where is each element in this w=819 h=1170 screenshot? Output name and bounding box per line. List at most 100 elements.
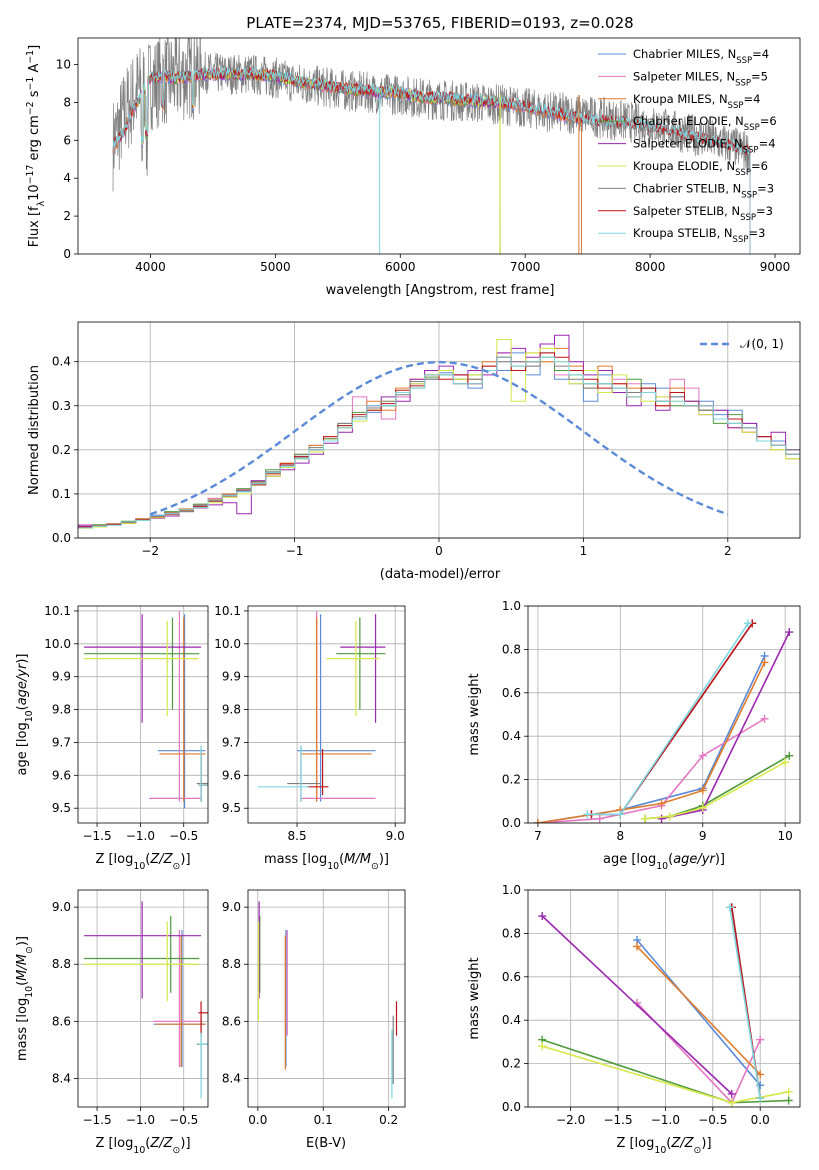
tick-label-y: 9.5: [222, 801, 241, 815]
plot-area: [112, 38, 751, 254]
tick-label-y: 0.0: [502, 1100, 521, 1114]
data-point: [760, 714, 769, 723]
tick-label-x: 8.5: [288, 829, 307, 843]
errorbar-chabrier-miles: [297, 614, 376, 802]
tick-label-x: 0.1: [314, 1113, 333, 1127]
legend-entry: Kroupa ELODIE, NSSP=6: [633, 159, 768, 178]
errorbar-salpeter-miles: [149, 610, 202, 802]
histogram-chabrier-miles: [78, 343, 800, 527]
tick-label-x: 8000: [635, 260, 666, 274]
tick-label-x: 2: [724, 544, 732, 558]
plot-area: [538, 903, 793, 1107]
tick-label-x: 0.2: [379, 1113, 398, 1127]
tick-label-x: −0.5: [169, 1113, 198, 1127]
tick-label-y: 10.1: [44, 604, 71, 618]
legend-entry: Chabrier ELODIE, NSSP=6: [633, 114, 777, 133]
tick-label-y: 9.6: [222, 768, 241, 782]
histogram-kroupa-miles: [78, 347, 800, 528]
data-point: [727, 1089, 736, 1098]
data-point: [785, 628, 794, 637]
panel-age_vs_mass: 8.5 9.0 9.5 9.6 9.7 9.8 9.9 10.0 10.1 mass [log10…: [214, 604, 406, 872]
chart-title: PLATE=2374, MJD=53765, FIBERID=0193, z=0…: [246, 14, 633, 32]
tick-label-y: 6: [63, 133, 71, 147]
legend-entry: Kroupa MILES, NSSP=4: [633, 92, 760, 111]
legend-entry: Chabrier MILES, NSSP=4: [633, 47, 769, 66]
series-kroupa-elodie: [641, 758, 790, 823]
panel-massweight_vs_Z: −2.0 −1.5 −1.0 −0.5 0.0 0.0 0.2 0.4 0.6 0.8 1.0 Z […: [467, 883, 801, 1156]
series-line: [644, 761, 786, 820]
tick-label-x: 0: [435, 544, 443, 558]
errorbar-kroupa-elodie: [326, 620, 380, 717]
tick-label-y: 0.0: [502, 816, 521, 830]
data-point: [785, 751, 794, 760]
errorbar-kroupa-elodie: [84, 620, 199, 717]
series-kroupa-stelib: [725, 903, 765, 1103]
data-point: [538, 912, 547, 921]
panel-mass_vs_ebv: 0.0 0.1 0.2 8.4 8.6 8.8 9.0: [222, 889, 406, 1127]
axes-frame: [247, 605, 406, 824]
legend-entry: 𝒩(0, 1): [740, 337, 784, 351]
data-point: [665, 812, 674, 821]
tick-label-y: 8: [63, 95, 71, 109]
plot-area: [78, 334, 800, 529]
tick-label-y: 9.7: [52, 735, 71, 749]
tick-label-x: 4000: [135, 260, 166, 274]
y-axis-label: mass [log10(M/M⊙)]: [15, 936, 35, 1061]
plot-area: [533, 619, 794, 823]
tick-label-x: −1.5: [82, 1113, 111, 1127]
tick-label-x: 7000: [510, 260, 541, 274]
legend-entry: Salpeter STELIB, NSSP=3: [633, 204, 773, 223]
data-point: [760, 658, 769, 667]
data-point: [784, 1096, 793, 1105]
plot-area: [84, 610, 208, 809]
errorbar-kroupa-stelib: [257, 745, 309, 802]
tick-label-x: −1.0: [126, 1113, 155, 1127]
histogram-salpeter-miles: [78, 343, 800, 527]
tick-label-y: 10.1: [214, 604, 241, 618]
tick-label-y: 0.3: [52, 399, 71, 413]
tick-label-y: 0.8: [502, 642, 521, 656]
x-axis-label: Z [log10(Z/Z⊙)]: [95, 1136, 190, 1156]
tick-label-y: 9.6: [52, 768, 71, 782]
tick-label-x: −2: [141, 544, 159, 558]
histogram-salpeter-elodie: [78, 334, 800, 527]
tick-label-y: 4: [63, 171, 71, 185]
data-point: [756, 1070, 765, 1079]
x-axis-label: age [log10(age/yr)]: [603, 852, 725, 872]
series-line: [636, 1002, 761, 1105]
x-axis-label: (data-model)/error: [380, 567, 501, 582]
data-point: [744, 619, 753, 628]
legend-entry: Salpeter ELODIE, NSSP=4: [633, 137, 776, 156]
data-point: [583, 810, 592, 819]
data-point: [632, 942, 641, 951]
data-point: [756, 1035, 765, 1044]
tick-label-y: 8.8: [52, 957, 71, 971]
tick-label-y: 8.8: [222, 957, 241, 971]
tick-label-y: 0.1: [52, 487, 71, 501]
plot-area: [257, 901, 398, 1099]
panel-mass_vs_Z: −1.5 −1.0 −0.5 8.4 8.6 8.8 9.0 Z [log10(Z/Z⊙)] m…: [15, 889, 209, 1156]
model-spectrum-kroupa-stelib: [112, 65, 751, 254]
tick-label-y: 9.5: [52, 801, 71, 815]
tick-label-y: 9.8: [222, 703, 241, 717]
tick-label-y: 9.9: [222, 670, 241, 684]
errorbar-kroupa-miles: [159, 617, 206, 802]
data-point: [533, 819, 542, 823]
y-axis-label: age [log10(age/yr)]: [15, 653, 35, 775]
tick-label-x: 9: [699, 829, 707, 843]
y-axis-label: Flux [fλ10−17 erg cm−2 s−1 A−1]: [25, 45, 47, 247]
tick-label-y: 9.7: [222, 735, 241, 749]
data-point: [657, 814, 666, 823]
tick-label-y: 8.4: [222, 1071, 241, 1085]
data-point: [641, 814, 650, 823]
legend: Chabrier MILES, NSSP=4 Salpeter MILES, NS…: [598, 47, 777, 245]
x-axis-label: E(B-V): [306, 1136, 346, 1151]
tick-label-y: 10.0: [214, 637, 241, 651]
tick-label-x: −0.5: [698, 1113, 727, 1127]
series-line: [729, 907, 761, 1099]
errorbar-salpeter-stelib: [198, 752, 208, 802]
histogram-kroupa-stelib: [78, 356, 800, 529]
errorbar-kroupa-stelib: [198, 745, 208, 802]
series-kroupa-elodie: [538, 1042, 793, 1107]
